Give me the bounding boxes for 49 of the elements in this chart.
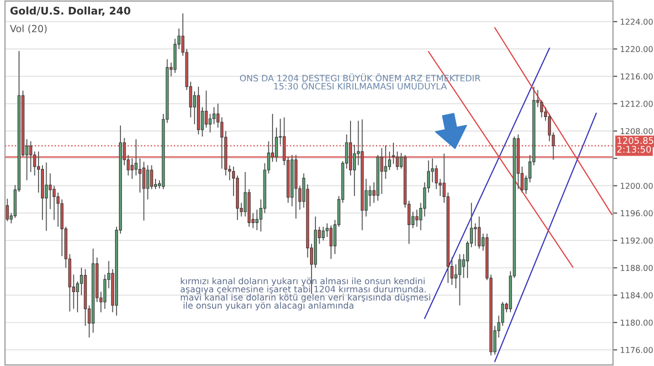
candlestick xyxy=(103,274,106,310)
y-tick-label: 1176.00 xyxy=(620,346,653,354)
candlestick xyxy=(44,162,48,232)
chart-title: Gold/U.S. Dollar, 240 xyxy=(10,6,130,16)
y-tick-label: 1184.00 xyxy=(620,292,653,298)
candlestick xyxy=(396,151,399,170)
candlestick xyxy=(6,198,9,222)
candlestick xyxy=(474,222,477,246)
candlestick xyxy=(56,192,60,228)
candlestick xyxy=(380,148,384,194)
candlestick xyxy=(29,140,32,173)
y-tick-label: 1208.00 xyxy=(620,128,653,134)
y-tick-label: 1212.00 xyxy=(620,100,653,107)
candlestick xyxy=(540,100,544,118)
candlestick xyxy=(204,90,208,128)
candlestick xyxy=(368,185,372,207)
candlestick xyxy=(134,138,138,176)
candlestick xyxy=(458,254,462,306)
candlestick xyxy=(208,113,212,133)
candlestick xyxy=(415,209,418,228)
ref-line-label: 1205.85 xyxy=(618,137,654,144)
candlestick xyxy=(322,226,325,241)
y-tick-label: 1220.00 xyxy=(620,46,653,52)
candlestick xyxy=(52,185,56,220)
candlestick xyxy=(388,151,392,170)
candlestick xyxy=(330,224,333,260)
y-tick-label: 1216.00 xyxy=(620,73,653,80)
candlestick xyxy=(146,164,150,200)
candlestick xyxy=(142,161,146,222)
text: Vol (20) xyxy=(10,24,47,34)
candlestick xyxy=(138,158,142,194)
y-tick-label: 1196.00 xyxy=(620,210,653,216)
y-tick-label: 1224.00 xyxy=(620,18,653,25)
candlestick xyxy=(212,106,216,125)
y-tick-label: 1188.00 xyxy=(620,264,653,271)
candlestick xyxy=(392,142,395,164)
candlestick xyxy=(274,127,278,162)
candlestick xyxy=(255,209,258,231)
y-tick-label: 1192.00 xyxy=(620,238,653,244)
y-tick-label: 1200.00 xyxy=(620,182,653,189)
text: 2:13:50 xyxy=(617,146,651,153)
y-tick-label: 1180.00 xyxy=(620,320,653,326)
candlestick xyxy=(478,216,481,250)
candlestick xyxy=(130,158,134,180)
candlestick xyxy=(352,144,356,196)
candlestick xyxy=(220,116,224,170)
candlestick xyxy=(548,113,551,142)
candlestick xyxy=(150,164,154,190)
candlestick xyxy=(384,144,388,180)
